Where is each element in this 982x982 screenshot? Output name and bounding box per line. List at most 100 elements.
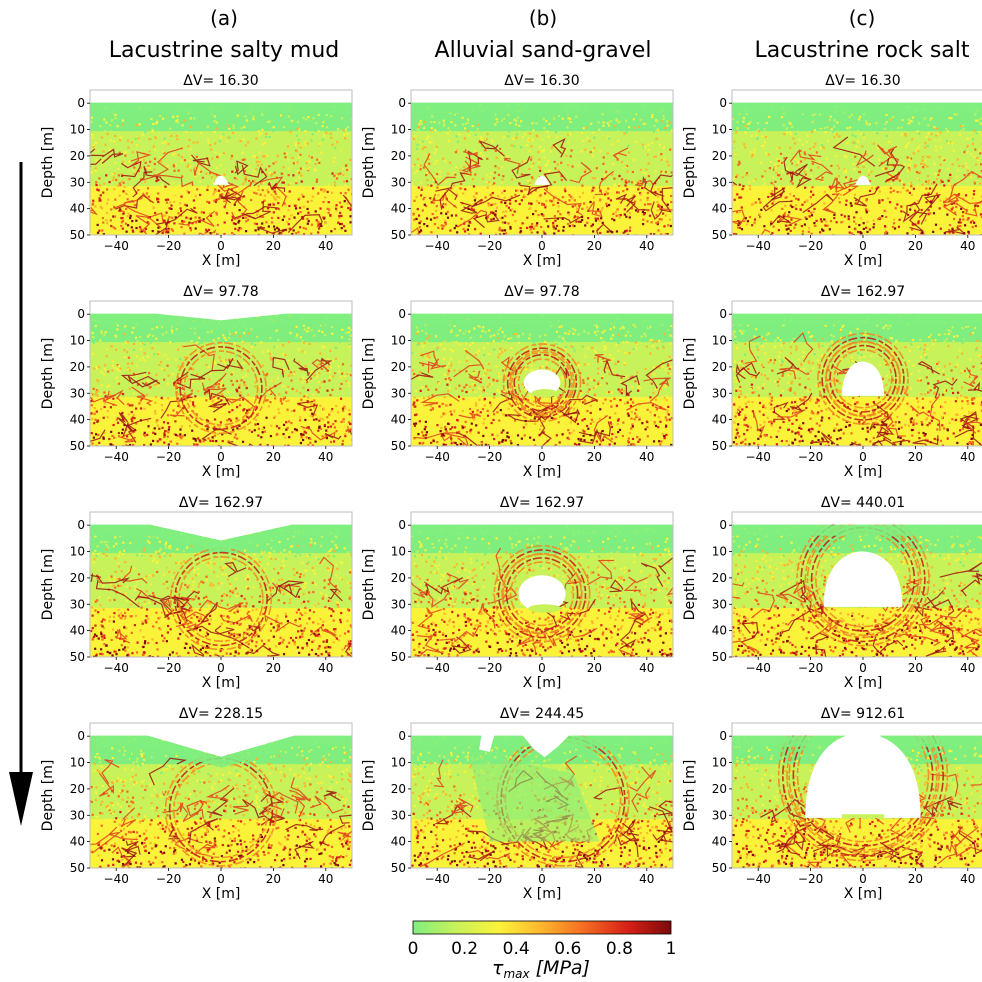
stress-speck: [124, 325, 126, 327]
stress-speck: [253, 366, 255, 368]
stress-speck: [158, 364, 160, 366]
stress-speck: [467, 340, 469, 342]
stress-speck: [299, 207, 301, 209]
stress-speck: [418, 164, 420, 166]
stress-speck: [118, 435, 120, 437]
stress-speck: [110, 331, 112, 333]
stress-speck: [348, 382, 350, 384]
stress-speck: [607, 192, 609, 194]
stress-speck: [293, 159, 295, 161]
stress-speck: [565, 134, 567, 136]
stress-speck: [290, 120, 292, 122]
stress-speck: [148, 196, 150, 198]
stress-speck: [587, 391, 589, 393]
stress-speck: [267, 350, 269, 352]
panel-title: ΔV= 16.30: [183, 73, 258, 89]
stress-speck: [879, 217, 881, 219]
stress-speck: [148, 348, 150, 350]
stress-speck: [922, 184, 924, 186]
stress-speck: [845, 171, 847, 173]
stress-speck: [473, 117, 475, 119]
stress-speck: [152, 432, 154, 434]
stress-speck: [308, 125, 310, 127]
stress-speck: [482, 139, 484, 141]
stress-speck: [918, 133, 920, 135]
stress-speck: [99, 360, 101, 362]
stress-speck: [793, 206, 795, 208]
stress-speck: [814, 143, 816, 145]
stress-speck: [283, 126, 285, 128]
stress-speck: [93, 422, 95, 424]
stress-speck: [611, 143, 613, 145]
stress-speck: [909, 163, 911, 165]
stress-speck: [278, 228, 280, 230]
stress-speck: [429, 160, 431, 162]
stress-speck: [753, 180, 755, 182]
stress-speck: [137, 115, 139, 117]
stress-speck: [524, 362, 526, 364]
stress-speck: [127, 215, 129, 217]
stress-speck: [906, 232, 908, 234]
progression-arrow: [6, 160, 36, 830]
stress-speck: [578, 443, 580, 445]
stress-speck: [172, 341, 174, 343]
stress-speck: [463, 166, 465, 168]
stress-speck: [585, 126, 587, 128]
stress-speck: [258, 185, 260, 187]
stress-speck: [785, 115, 787, 117]
stress-speck: [299, 392, 301, 394]
stress-speck: [921, 232, 923, 234]
stress-speck: [865, 120, 867, 122]
stress-speck: [562, 196, 564, 198]
stress-speck: [736, 127, 738, 129]
stress-speck: [565, 150, 567, 152]
stress-speck: [542, 215, 544, 217]
stress-speck: [823, 118, 825, 120]
stress-speck: [328, 146, 330, 148]
y-tick-label: 30: [70, 386, 85, 400]
stress-speck: [240, 379, 242, 381]
stress-speck: [943, 118, 945, 120]
stress-speck: [486, 158, 488, 160]
stress-speck: [129, 217, 131, 219]
stress-speck: [118, 365, 120, 367]
stress-speck: [571, 165, 573, 167]
stress-speck: [185, 131, 187, 133]
stress-speck: [913, 188, 915, 190]
stress-speck: [426, 217, 428, 219]
stress-speck: [114, 335, 116, 337]
stress-speck: [634, 124, 636, 126]
stress-speck: [840, 221, 842, 223]
stress-speck: [337, 160, 339, 162]
stress-speck: [537, 214, 539, 216]
stress-speck: [956, 153, 958, 155]
stress-speck: [505, 210, 507, 212]
stress-speck: [812, 114, 814, 116]
stress-band: [411, 143, 673, 150]
stress-speck: [604, 353, 606, 355]
stress-speck: [337, 128, 339, 130]
stress-speck: [883, 128, 885, 130]
stress-speck: [945, 128, 947, 130]
stress-speck: [957, 169, 959, 171]
stress-speck: [171, 332, 173, 334]
stress-speck: [956, 132, 958, 134]
stress-speck: [977, 205, 979, 207]
stress-speck: [429, 118, 431, 120]
stress-speck: [829, 228, 831, 230]
stress-speck: [307, 223, 309, 225]
stress-speck: [296, 135, 298, 137]
stress-speck: [832, 131, 834, 133]
stress-speck: [746, 223, 748, 225]
stress-speck: [958, 165, 960, 167]
stress-speck: [205, 399, 207, 401]
stress-speck: [269, 353, 271, 355]
stress-speck: [136, 144, 138, 146]
stress-speck: [417, 128, 419, 130]
stress-speck: [628, 128, 630, 130]
stress-speck: [560, 162, 562, 164]
stress-speck: [326, 114, 328, 116]
stress-speck: [663, 136, 665, 138]
stress-speck: [231, 155, 233, 157]
stress-speck: [288, 168, 290, 170]
